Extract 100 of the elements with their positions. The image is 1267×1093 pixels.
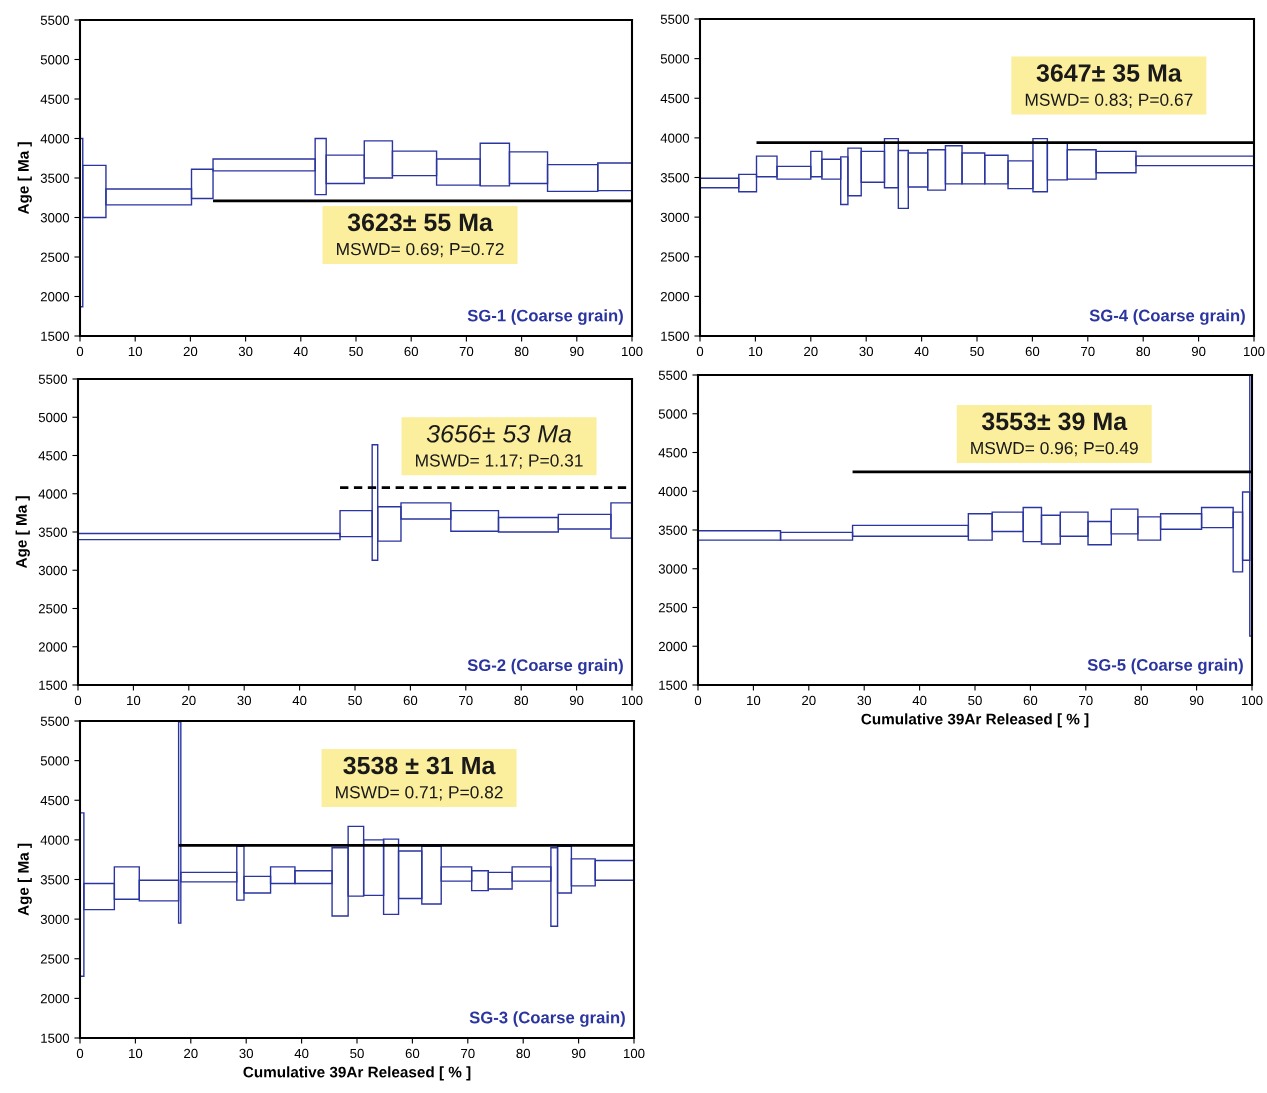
y-tick-label: 5500: [658, 370, 688, 380]
x-tick-label: 40: [294, 1048, 309, 1059]
x-tick-label: 40: [292, 695, 307, 706]
x-tick-label: 50: [349, 346, 363, 357]
x-tick-label: 100: [624, 1048, 645, 1059]
y-tick-label: 2000: [40, 292, 70, 302]
x-tick-label: 10: [127, 695, 141, 706]
x-tick-label: 10: [129, 1048, 143, 1059]
annotation: SG-1 (Coarse grain): [467, 309, 623, 325]
annotation: SG-5 (Coarse grain): [1087, 658, 1243, 675]
y-tick-label: 5000: [660, 54, 690, 64]
y-axis-title: Age [ Ma ]: [17, 142, 32, 215]
y-tick-label: 4000: [660, 133, 690, 143]
y-tick-label: 5500: [38, 374, 68, 384]
y-tick-label: 3000: [38, 565, 68, 576]
y-tick-label: 5500: [660, 14, 690, 24]
x-tick-label: 80: [514, 695, 529, 706]
annotation: 3553± 39 Ma: [981, 412, 1128, 431]
x-tick-label: 20: [183, 346, 198, 357]
x-tick-label: 100: [1244, 346, 1265, 357]
y-tick-label: 3500: [660, 173, 690, 183]
y-tick-label: 4000: [40, 134, 70, 144]
y-tick-label: 2500: [38, 604, 68, 614]
x-tick-label: 10: [749, 346, 763, 357]
annotation: SG-3 (Coarse grain): [469, 1011, 625, 1027]
y-tick-label: 2000: [40, 993, 70, 1004]
x-tick-label: 50: [348, 695, 362, 706]
y-tick-label: 5000: [658, 409, 688, 419]
x-tick-label: 0: [76, 1048, 84, 1059]
x-tick-label: 60: [403, 695, 418, 706]
x-tick-label: 50: [968, 695, 982, 706]
x-tick-label: 20: [184, 1048, 198, 1059]
x-tick-label: 30: [239, 1048, 254, 1059]
y-tick-label: 5000: [40, 55, 70, 65]
x-tick-label: 50: [350, 1048, 364, 1059]
y-tick-label: 4000: [40, 835, 70, 845]
x-tick-label: 30: [859, 346, 874, 357]
x-tick-label: 0: [76, 346, 84, 357]
y-tick-label: 5000: [38, 412, 68, 423]
x-tick-label: 0: [694, 695, 702, 706]
annotation: 3647± 35 Ma: [1036, 64, 1182, 82]
annotation: SG-2 (Coarse grain): [467, 658, 623, 675]
x-tick-label: 80: [516, 1048, 531, 1059]
x-tick-label: 90: [570, 346, 584, 357]
annotation: MSWD= 0.69; P=0.72: [337, 242, 504, 258]
y-tick-label: 2500: [658, 603, 688, 613]
y-tick-label: 4500: [658, 448, 688, 458]
annotation: 3656± 53 Ma: [426, 424, 572, 443]
y-axis-title: Age [ Ma ]: [17, 843, 32, 916]
y-tick-label: 2500: [40, 252, 70, 262]
x-tick-label: 60: [405, 1048, 420, 1059]
y-tick-label: 5500: [40, 15, 70, 25]
x-tick-label: 20: [182, 695, 196, 706]
annotation: SG-4 (Coarse grain): [1089, 309, 1245, 325]
y-tick-label: 2000: [660, 291, 690, 302]
x-tick-label: 70: [461, 1048, 475, 1059]
y-axis-title: Age [ Ma ]: [15, 496, 30, 569]
x-tick-label: 40: [914, 346, 929, 357]
x-tick-label: 100: [1242, 695, 1263, 706]
annotation: MSWD= 0.96; P=0.49: [971, 441, 1138, 457]
y-tick-label: 2500: [660, 252, 690, 262]
y-tick-label: 1500: [39, 680, 68, 690]
y-tick-label: 3500: [40, 173, 70, 183]
y-tick-label: 3500: [38, 527, 68, 537]
y-tick-label: 4500: [40, 795, 70, 806]
x-tick-label: 100: [622, 695, 643, 706]
x-tick-label: 60: [404, 346, 419, 357]
x-tick-label: 0: [74, 695, 82, 706]
y-tick-label: 4000: [38, 489, 68, 499]
x-tick-label: 40: [912, 695, 927, 706]
y-tick-label: 3500: [658, 525, 688, 535]
x-tick-label: 90: [1189, 695, 1204, 706]
y-tick-label: 1500: [661, 331, 690, 341]
annotation: MSWD= 1.17; P=0.31: [416, 454, 583, 469]
x-tick-label: 10: [747, 695, 761, 706]
y-tick-label: 5500: [40, 716, 70, 726]
y-tick-label: 2000: [38, 642, 68, 652]
x-tick-label: 10: [128, 346, 143, 357]
x-tick-label: 80: [1134, 695, 1149, 706]
x-tick-label: 70: [1079, 695, 1093, 706]
x-tick-label: 30: [857, 695, 872, 706]
y-tick-label: 3500: [40, 875, 70, 885]
x-tick-label: 30: [238, 346, 253, 357]
y-tick-label: 4500: [660, 93, 690, 104]
x-tick-label: 30: [237, 695, 252, 706]
x-tick-label: 70: [459, 695, 473, 706]
x-tick-label: 70: [459, 346, 474, 357]
x-tick-label: 0: [696, 346, 704, 357]
y-tick-label: 3000: [40, 914, 70, 925]
y-tick-label: 5000: [40, 756, 70, 766]
x-tick-label: 90: [1191, 346, 1206, 357]
x-axis-title: Cumulative 39Ar Released [ % ]: [861, 713, 1089, 728]
x-tick-label: 90: [571, 1048, 586, 1059]
y-tick-label: 4500: [38, 451, 68, 461]
x-tick-label: 40: [293, 346, 308, 357]
annotation: 3538 ± 31 Ma: [343, 756, 496, 775]
y-tick-label: 4000: [658, 486, 688, 497]
y-tick-label: 3000: [660, 212, 690, 223]
x-tick-label: 60: [1023, 695, 1038, 706]
y-tick-label: 1500: [41, 1033, 70, 1043]
